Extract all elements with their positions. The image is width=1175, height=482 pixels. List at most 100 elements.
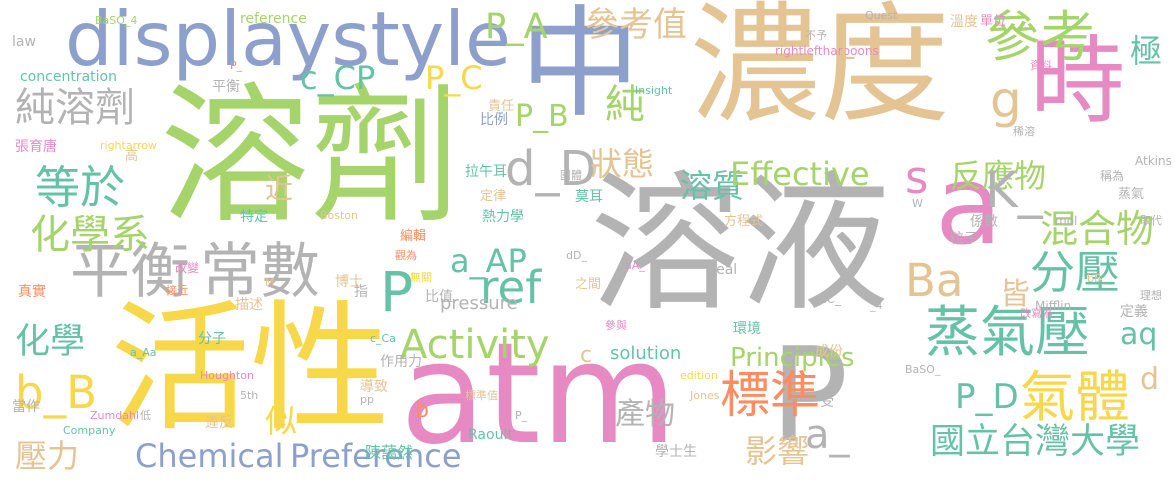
word-item: 低 [140, 409, 151, 422]
word-item: 成份 [815, 344, 843, 360]
word-item: 溶劑 [160, 70, 461, 244]
word-item: 等於 [35, 161, 126, 214]
word-d: d [1140, 362, 1160, 397]
word-item: 國立台灣大學 [930, 422, 1141, 462]
word-p-d: P_D [955, 377, 1019, 417]
word-item: 高 [125, 149, 139, 164]
word-p-c: P_C [425, 59, 483, 97]
word-edition: edition [680, 369, 718, 382]
word-item: 比例 [480, 112, 508, 128]
word-c: c [580, 343, 593, 368]
word-rightarrow: rightarrow [100, 139, 157, 152]
word-item: 極 [1130, 32, 1163, 70]
word-item: 真實 [18, 284, 46, 300]
word-item: 受 [820, 394, 834, 410]
word-company: Company [63, 424, 116, 437]
word-item: 平衡 [70, 237, 190, 307]
word-item: 博士 [335, 274, 363, 290]
word-item: 粒子 [950, 231, 978, 247]
word-k: K_ [985, 161, 1043, 219]
word-a-aa: a_Aa [130, 346, 157, 359]
word-item: 狀態 [590, 145, 655, 183]
word-item: 定義 [1120, 304, 1148, 320]
word-item: 分壓 [1030, 246, 1121, 299]
word-p: P [380, 260, 414, 324]
word-item: 蒸氣壓 [925, 300, 1091, 364]
word-item: 化學系 [30, 212, 150, 258]
word-atm: atm [400, 313, 678, 476]
word-item: 影響 [745, 432, 810, 470]
word-bb: bB_ [1087, 272, 1108, 285]
word-p: P_ [230, 59, 243, 72]
word-jones: Jones [690, 389, 720, 402]
word-item: 莫耳 [575, 189, 603, 205]
word-d-d: d_D [505, 141, 597, 197]
word-item: 國體 [560, 169, 582, 182]
word-item: 係數 [970, 214, 998, 230]
word-item: 分子 [198, 331, 226, 347]
word-item: 參考值 [585, 5, 687, 45]
word-concentration: concentration [20, 69, 117, 85]
word-rightleftharpoons: rightleftharpoons [775, 44, 879, 58]
word-item: 產物 [615, 397, 675, 432]
word-preference: Preference [290, 437, 462, 475]
word-item: 觀為 [395, 249, 417, 262]
word-a-ap: a_AP [450, 242, 527, 280]
word-item: 近 [265, 172, 294, 205]
word-baso-4: BaSO_4 [95, 14, 138, 27]
word-item: 之間 [575, 277, 602, 292]
word-item: 熱力學 [482, 209, 524, 225]
word-b-b: b_B [15, 366, 97, 419]
word-item: 環境 [733, 321, 761, 337]
word-baso: BaSO_ [905, 363, 941, 376]
word-item: 反應物 [950, 157, 1047, 195]
word-insight: Insight [635, 84, 673, 97]
word-item: 描述 [235, 297, 263, 313]
word-boston: Boston [320, 209, 359, 222]
word-item: 稱為 [1100, 169, 1125, 183]
word-item: 作用力 [380, 354, 422, 370]
word-raoult: Raoult [468, 427, 513, 443]
word-principles: Principles [730, 343, 855, 373]
word-item: 化學 [15, 322, 86, 362]
word-law: law [12, 34, 36, 50]
word-ref: ref [480, 261, 542, 314]
word-item: 方程式 [724, 214, 764, 229]
word-p: P [770, 319, 849, 471]
word-p-b: P_B [515, 99, 569, 134]
word-item: 指 [354, 284, 368, 300]
word-item: 溫度 [950, 14, 978, 30]
word-item: 溶液 [590, 158, 891, 332]
word-item: 特定 [240, 209, 268, 225]
word-item: 常數 [200, 237, 320, 307]
word-item: 中 [520, 0, 640, 134]
word-houghton: Houghton [200, 369, 254, 382]
word-w: W [912, 197, 923, 210]
word-item: 無關 [410, 271, 432, 284]
word-item: 時 [1030, 27, 1126, 137]
word-item: 理想 [1140, 289, 1162, 302]
word-s: s [905, 151, 929, 204]
word-real: Real [707, 262, 738, 278]
word-item: 接近 [166, 284, 188, 297]
word-pp: pp [360, 393, 374, 406]
word-item: 當作 [12, 399, 40, 415]
word-effective: Effective [730, 155, 870, 193]
word-item: 張育唐 [15, 139, 57, 155]
word-a: a_ [805, 412, 850, 458]
word-pressure: pressure [440, 293, 518, 314]
word-item: 標準 [720, 366, 820, 424]
word-p-a: P_A [485, 7, 548, 47]
word-item: 純溶劑 [15, 85, 135, 131]
word-4: _4 [870, 299, 883, 312]
word-cc: cC_ [820, 292, 841, 306]
word-m: M [265, 276, 275, 289]
word-c-cp: c_CP [300, 59, 376, 97]
word-atkins: Atkins [1135, 154, 1172, 168]
word-displaystyle: displaystyle [65, 0, 512, 83]
word-item: 改變 [175, 261, 200, 275]
word-item: 比值 [425, 289, 453, 305]
word-item: 壓力 [15, 437, 80, 475]
word-item: 參與 [605, 319, 627, 332]
word-ba: Ba [905, 254, 964, 307]
